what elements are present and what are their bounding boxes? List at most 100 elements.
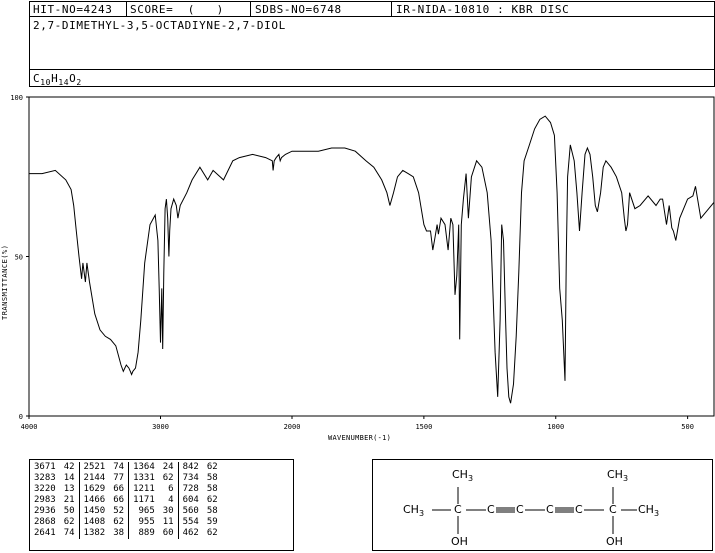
formula-o-count: 2: [76, 78, 82, 88]
peak-transmittance: 62: [109, 517, 130, 528]
peak-table-panel: [29, 459, 294, 551]
peak-transmittance: 21: [59, 495, 80, 506]
carbon-right: C: [609, 503, 617, 516]
header-divider-2: [29, 69, 715, 70]
carbon-5: C: [575, 503, 583, 516]
peak-transmittance: 13: [59, 484, 80, 495]
peak-transmittance: 77: [109, 473, 130, 484]
peak-wavenumber: 560: [182, 506, 199, 516]
peak-wavenumber: 1211: [133, 484, 155, 494]
x-tick-label: 1500: [415, 423, 432, 431]
carbon-left: C: [454, 503, 462, 516]
x-tick-label: 3000: [152, 423, 169, 431]
peak-table-row: 3283 14 2144 77 1331 62 734 58: [30, 473, 222, 484]
peak-transmittance: 52: [109, 506, 130, 517]
formula-o: O: [69, 72, 77, 85]
peak-transmittance: 74: [109, 462, 130, 473]
peak-transmittance: 58: [206, 473, 218, 483]
peak-wavenumber: 1382: [83, 528, 106, 538]
peak-transmittance: 66: [109, 495, 130, 506]
peak-wavenumber: 1629: [83, 484, 106, 494]
peak-transmittance: 66: [109, 484, 130, 495]
hit-number: HIT-NO=4243: [33, 3, 113, 16]
y-tick-label: 50: [15, 254, 23, 262]
formula-c: C: [33, 72, 41, 85]
peak-wavenumber: 2936: [34, 506, 56, 516]
peak-wavenumber: 1364: [133, 462, 155, 472]
plot-frame: [28, 96, 715, 417]
x-tick-label: 500: [681, 423, 694, 431]
y-tick-label: 0: [19, 413, 23, 421]
right-methyl: CH3: [638, 503, 660, 519]
sdbs-number: SDBS-NO=6748: [255, 3, 342, 16]
peak-wavenumber: 3671: [34, 462, 56, 472]
score: SCORE= ( ): [130, 3, 224, 16]
peak-transmittance: 6: [158, 484, 179, 495]
peak-transmittance: 42: [59, 462, 80, 473]
peak-table-row: 2868 62 1408 62 955 11 554 59: [30, 517, 222, 528]
peak-table-row: 2983 21 1466 66 1171 4 604 62: [30, 495, 222, 506]
peak-wavenumber: 462: [182, 528, 199, 538]
measurement-method: IR-NIDA-10810 : KBR DISC: [396, 3, 570, 16]
peak-transmittance: 62: [158, 473, 179, 484]
peak-transmittance: 30: [158, 506, 179, 517]
peak-transmittance: 62: [59, 517, 80, 528]
peak-wavenumber: 728: [182, 484, 199, 494]
y-axis-label: TRANSMITTANCE(%): [1, 244, 9, 320]
left-hydroxyl: OH: [451, 535, 468, 548]
peak-wavenumber: 965: [138, 506, 155, 516]
x-axis-label: WAVENUMBER(-1): [328, 434, 392, 442]
peak-wavenumber: 1408: [83, 517, 106, 527]
carbon-4: C: [546, 503, 554, 516]
molecular-formula: C10H14O2: [33, 72, 82, 87]
formula-h: H: [51, 72, 59, 85]
peak-table: 3671 42 2521 74 1364 24 842 62 3283 14 2144 77 1331 6…: [30, 462, 222, 539]
peak-transmittance: 4: [158, 495, 179, 506]
peak-table-row: 3220 13 1629 66 1211 6 728 58: [30, 484, 222, 495]
left-methyl: CH3: [403, 503, 425, 519]
left-top-methyl: CH3: [452, 468, 474, 484]
peak-transmittance: 62: [206, 495, 218, 505]
peak-wavenumber: 1466: [83, 495, 106, 505]
header-vsep-1: [126, 1, 127, 17]
peak-wavenumber: 1331: [133, 473, 155, 483]
peak-wavenumber: 889: [138, 528, 155, 538]
structure-labels: CH3 CH3 C C C C C C CH3 CH3 OH OH: [372, 459, 713, 551]
peak-transmittance: 50: [59, 506, 80, 517]
header-divider-1: [29, 16, 715, 17]
header-vsep-2: [250, 1, 251, 17]
formula-h-count: 14: [58, 78, 70, 88]
peak-wavenumber: 604: [182, 495, 199, 505]
peak-wavenumber: 1450: [83, 506, 106, 516]
structure-panel: [372, 459, 713, 551]
peak-transmittance: 62: [206, 528, 218, 538]
y-tick-label: 100: [10, 94, 23, 102]
peak-transmittance: 24: [158, 462, 179, 473]
x-tick-label: 2000: [284, 423, 301, 431]
peak-transmittance: 58: [206, 484, 218, 494]
peak-transmittance: 58: [206, 506, 218, 516]
peak-transmittance: 14: [59, 473, 80, 484]
peak-wavenumber: 2868: [34, 517, 56, 527]
peak-wavenumber: 2983: [34, 495, 56, 505]
peak-wavenumber: 842: [182, 462, 199, 472]
peak-table-row: 2641 74 1382 38 889 60 462 62: [30, 528, 222, 539]
peak-wavenumber: 3283: [34, 473, 56, 483]
peak-transmittance: 38: [109, 528, 130, 539]
peak-transmittance: 11: [158, 517, 179, 528]
peak-wavenumber: 734: [182, 473, 199, 483]
peak-wavenumber: 2521: [83, 462, 106, 472]
peak-transmittance: 60: [158, 528, 179, 539]
peak-wavenumber: 955: [138, 517, 155, 527]
x-tick-label: 1000: [547, 423, 564, 431]
peak-table-row: 3671 42 2521 74 1364 24 842 62: [30, 462, 222, 473]
formula-c-count: 10: [40, 78, 52, 88]
carbon-3: C: [516, 503, 524, 516]
peak-transmittance: 59: [206, 517, 218, 527]
peak-wavenumber: 2641: [34, 528, 56, 538]
peak-wavenumber: 3220: [34, 484, 56, 494]
carbon-2: C: [487, 503, 495, 516]
right-hydroxyl: OH: [606, 535, 623, 548]
x-tick-label: 4000: [21, 423, 38, 431]
